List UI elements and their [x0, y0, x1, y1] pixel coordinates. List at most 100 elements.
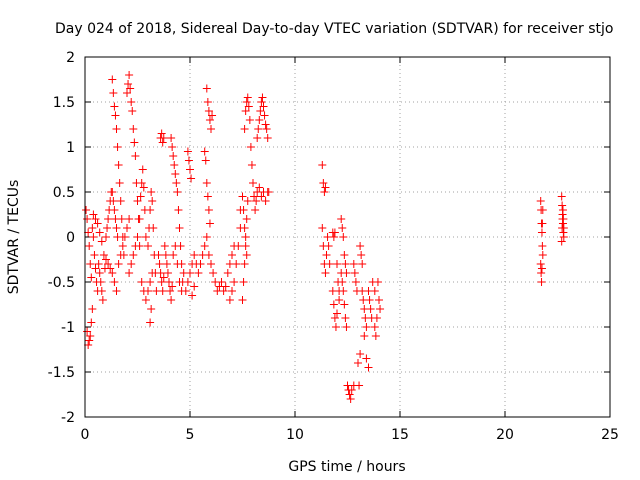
x-tick-label: 0: [81, 427, 90, 443]
data-point: [319, 179, 328, 187]
data-point: [88, 305, 97, 313]
data-point: [338, 224, 347, 232]
y-tick-label: 2: [66, 50, 75, 66]
data-point: [91, 264, 100, 273]
data-point: [362, 354, 371, 363]
data-point: [559, 233, 568, 241]
data-point: [536, 260, 545, 268]
data-point: [204, 107, 213, 115]
data-point: [82, 206, 91, 214]
data-point: [118, 242, 127, 250]
data-point: [558, 206, 567, 214]
data-point: [242, 98, 251, 106]
data-point: [345, 390, 354, 399]
data-point: [221, 282, 230, 291]
data-point: [196, 260, 205, 268]
data-point: [537, 228, 546, 237]
data-point: [103, 224, 112, 232]
data-point: [250, 192, 259, 201]
data-point: [372, 314, 381, 322]
data-point: [228, 287, 236, 295]
x-tick-label: 20: [496, 427, 514, 443]
data-point: [155, 260, 164, 268]
data-point: [133, 197, 142, 205]
data-point: [108, 188, 117, 196]
data-point: [253, 134, 262, 142]
data-point: [123, 224, 131, 232]
data-point: [338, 278, 347, 286]
data-points: [82, 71, 568, 403]
x-tick-label: 25: [601, 427, 619, 443]
data-point: [127, 98, 136, 106]
data-point: [242, 215, 251, 223]
data-point: [176, 242, 185, 250]
data-point: [104, 215, 113, 223]
data-point: [204, 251, 213, 259]
data-point: [240, 260, 249, 268]
data-point: [120, 233, 129, 241]
data-point: [87, 273, 96, 282]
data-point: [370, 323, 379, 331]
y-tick-label: -1.5: [48, 365, 75, 381]
data-point: [200, 147, 209, 156]
data-point: [91, 215, 100, 223]
data-point: [131, 152, 140, 160]
data-point: [239, 278, 248, 286]
data-point: [225, 296, 234, 304]
data-point: [259, 102, 268, 111]
data-point: [166, 287, 175, 295]
data-point: [366, 305, 375, 313]
data-point: [148, 197, 157, 205]
data-point: [559, 224, 568, 232]
data-point: [160, 242, 169, 250]
y-axis-label: SDTVAR / TECUs: [6, 180, 22, 295]
data-point: [104, 260, 113, 268]
data-point: [232, 260, 241, 268]
data-point: [96, 278, 105, 286]
data-point: [252, 197, 261, 205]
data-point: [85, 242, 94, 250]
y-tick-label: -2: [61, 410, 75, 426]
data-point: [339, 233, 348, 241]
data-point: [188, 291, 197, 300]
data-point: [261, 120, 270, 129]
data-point: [90, 251, 99, 259]
data-point: [194, 269, 203, 277]
x-tick-label: 15: [391, 427, 409, 443]
data-point: [254, 125, 263, 133]
data-point: [98, 296, 107, 304]
data-point: [322, 251, 331, 259]
data-point: [97, 287, 106, 295]
data-point: [87, 318, 96, 327]
data-point: [128, 107, 137, 115]
y-tick-label: -0.5: [48, 275, 75, 291]
data-point: [241, 233, 250, 241]
data-point: [168, 282, 177, 291]
data-point: [364, 363, 373, 372]
data-point: [114, 260, 123, 268]
x-tick-label: 10: [286, 427, 304, 443]
data-point: [230, 278, 239, 286]
data-point: [538, 219, 547, 228]
data-point: [362, 323, 371, 331]
data-point: [95, 269, 104, 277]
data-point: [208, 111, 217, 120]
data-point: [94, 260, 103, 268]
data-point: [129, 125, 138, 133]
data-point: [125, 269, 134, 277]
chart-title: Day 024 of 2018, Sidereal Day-to-day VTE…: [55, 21, 613, 37]
data-point: [86, 332, 95, 340]
data-point: [318, 224, 327, 232]
data-point: [324, 242, 333, 250]
data-point: [146, 278, 155, 286]
data-point: [202, 233, 211, 241]
data-point: [360, 332, 369, 340]
data-point: [234, 242, 243, 250]
data-point: [102, 233, 110, 241]
data-point: [190, 251, 199, 259]
data-point: [200, 242, 209, 250]
data-point: [123, 89, 131, 97]
x-axis-label: GPS time / hours: [288, 459, 405, 475]
data-point: [260, 111, 269, 120]
